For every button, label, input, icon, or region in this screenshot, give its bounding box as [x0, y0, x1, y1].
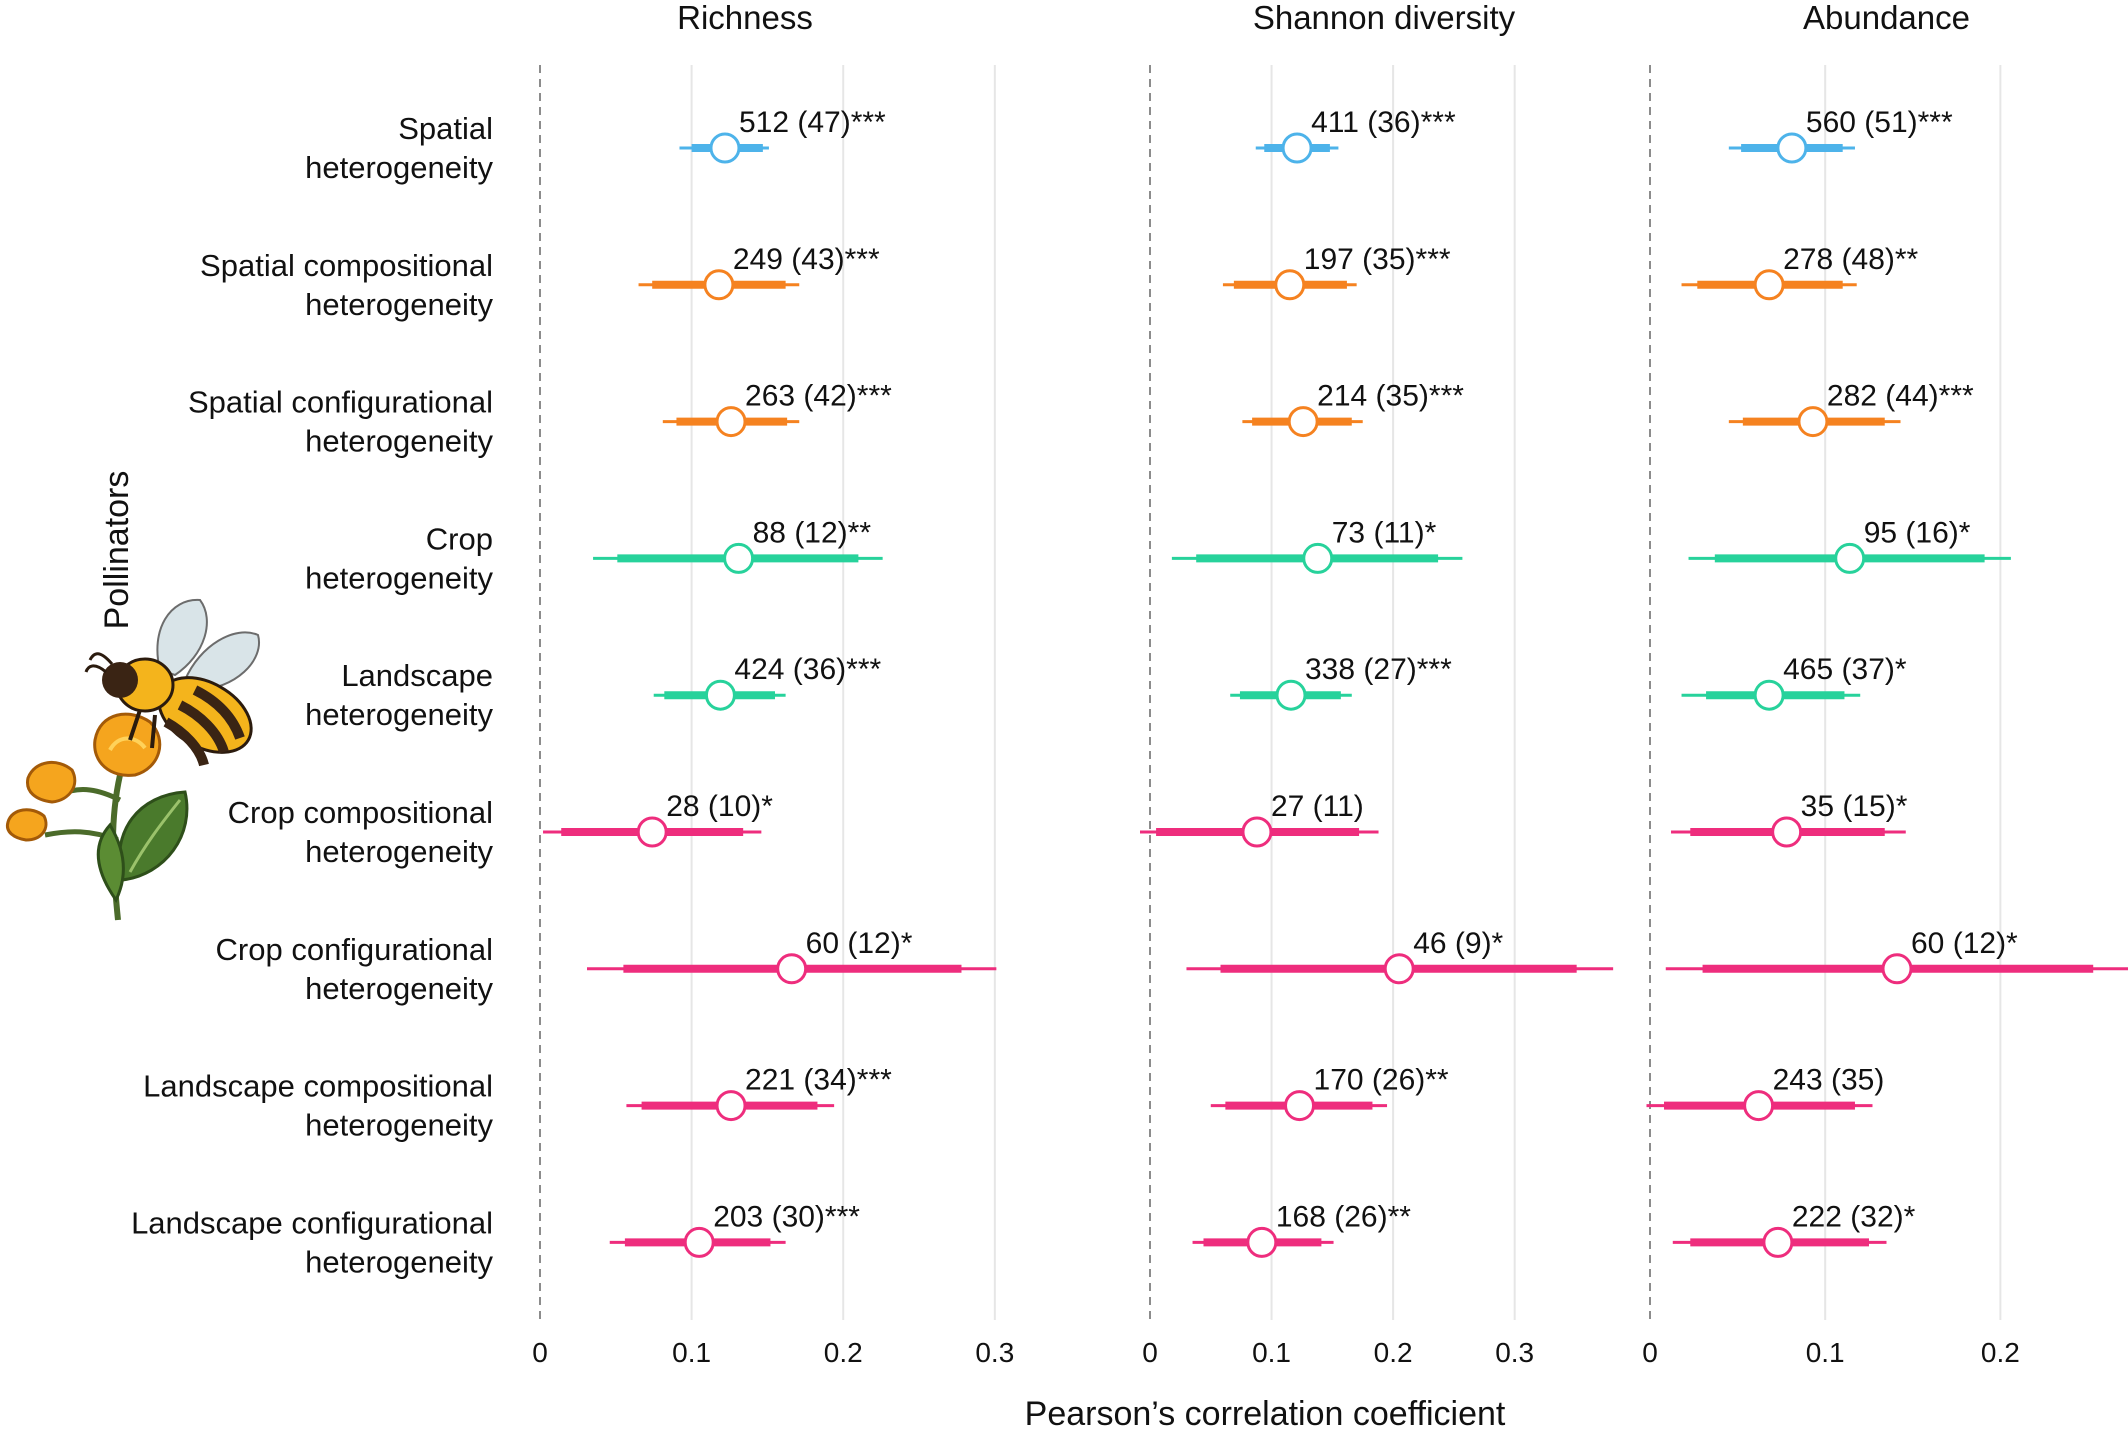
data-label-1-1: 197 (35)*** — [1304, 243, 1451, 276]
panel-title-1: Shannon diversity — [1253, 0, 1516, 36]
data-label-2-2: 282 (44)*** — [1827, 380, 1974, 413]
estimate-point-2-1 — [1753, 269, 1785, 301]
estimate-point-0-8 — [683, 1226, 715, 1258]
estimate-point-0-0 — [709, 132, 741, 164]
estimate-point-1-2 — [1287, 406, 1319, 438]
data-label-1-8: 168 (26)** — [1276, 1200, 1411, 1233]
estimate-point-0-3 — [723, 542, 755, 574]
data-label-0-0: 512 (47)*** — [739, 106, 886, 139]
estimate-point-2-4 — [1753, 679, 1785, 711]
data-label-2-6: 60 (12)* — [1911, 927, 2018, 960]
row-label-1: Spatial compositional — [200, 248, 493, 283]
row-label-8-line2: heterogeneity — [305, 1244, 493, 1279]
row-label-7: Landscape compositional — [143, 1069, 493, 1104]
estimate-point-0-1 — [703, 269, 735, 301]
row-label-4-line2: heterogeneity — [305, 697, 493, 732]
row-label-2: Spatial configurational — [188, 385, 493, 420]
panel-title-2: Abundance — [1803, 0, 1970, 36]
panel-title-0: Richness — [677, 0, 813, 36]
estimate-point-1-8 — [1246, 1226, 1278, 1258]
data-label-2-5: 35 (15)* — [1801, 790, 1908, 823]
data-label-0-3: 88 (12)** — [753, 516, 872, 549]
data-label-0-6: 60 (12)* — [806, 927, 913, 960]
estimate-point-1-5 — [1241, 816, 1273, 848]
grid-layer — [539, 65, 2002, 1320]
data-label-2-1: 278 (48)** — [1783, 243, 1918, 276]
data-label-0-4: 424 (36)*** — [734, 653, 881, 686]
y-axis-title: Pollinators — [98, 471, 136, 630]
data-label-2-7: 243 (35) — [1773, 1064, 1885, 1097]
data-label-2-8: 222 (32)* — [1792, 1200, 1916, 1233]
data-label-1-7: 170 (26)** — [1314, 1064, 1449, 1097]
row-label-0: Spatial — [398, 111, 493, 146]
tick-label-0-3: 0.3 — [975, 1337, 1014, 1368]
estimate-point-0-7 — [715, 1090, 747, 1122]
estimate-point-1-7 — [1284, 1090, 1316, 1122]
row-label-7-line2: heterogeneity — [305, 1108, 493, 1143]
bee-flower-illustration — [5, 598, 261, 921]
tick-label-1-3: 0.3 — [1495, 1337, 1534, 1368]
data-label-0-8: 203 (30)*** — [713, 1200, 860, 1233]
tick-label-1-1: 0.1 — [1252, 1337, 1291, 1368]
estimate-point-0-4 — [704, 679, 736, 711]
tick-label-1-2: 0.2 — [1374, 1337, 1413, 1368]
data-label-2-0: 560 (51)*** — [1806, 106, 1953, 139]
tick-label-1-0: 0 — [1142, 1337, 1158, 1368]
row-label-8: Landscape configurational — [131, 1205, 493, 1240]
estimate-point-2-6 — [1881, 953, 1913, 985]
estimate-point-2-8 — [1762, 1226, 1794, 1258]
estimate-point-0-2 — [715, 406, 747, 438]
data-label-1-5: 27 (11) — [1271, 790, 1364, 823]
data-label-2-3: 95 (16)* — [1864, 516, 1971, 549]
estimate-point-2-2 — [1797, 406, 1829, 438]
row-label-3-line2: heterogeneity — [305, 560, 493, 595]
data-label-0-7: 221 (34)*** — [745, 1064, 892, 1097]
data-label-1-0: 411 (36)*** — [1311, 106, 1456, 139]
row-label-5: Crop compositional — [228, 795, 493, 830]
estimate-point-2-5 — [1771, 816, 1803, 848]
data-label-2-4: 465 (37)* — [1783, 653, 1907, 686]
data-label-1-4: 338 (27)*** — [1305, 653, 1452, 686]
estimate-point-2-0 — [1776, 132, 1808, 164]
row-label-3: Crop — [426, 521, 493, 556]
estimate-point-1-0 — [1281, 132, 1313, 164]
tick-label-0-1: 0.1 — [672, 1337, 711, 1368]
data-label-1-2: 214 (35)*** — [1317, 380, 1464, 413]
marks-layer — [543, 132, 2128, 1258]
labels-layer: Spatial heterogeneity Spatial compositiona… — [98, 0, 2020, 1430]
data-label-1-3: 73 (11)* — [1332, 516, 1437, 549]
estimate-point-0-6 — [776, 953, 808, 985]
row-label-6-line2: heterogeneity — [305, 971, 493, 1006]
x-axis-title: Pearson’s correlation coefficient — [1025, 1395, 1506, 1430]
estimate-point-1-4 — [1275, 679, 1307, 711]
data-label-1-6: 46 (9)* — [1413, 927, 1503, 960]
tick-label-2-0: 0 — [1642, 1337, 1658, 1368]
data-label-0-2: 263 (42)*** — [745, 380, 892, 413]
estimate-point-2-7 — [1743, 1090, 1775, 1122]
estimate-point-1-6 — [1383, 953, 1415, 985]
row-label-0-line2: heterogeneity — [305, 150, 493, 185]
row-label-4: Landscape — [341, 658, 493, 693]
row-label-5-line2: heterogeneity — [305, 834, 493, 869]
tick-label-0-0: 0 — [532, 1337, 548, 1368]
row-label-6: Crop configurational — [216, 932, 493, 967]
tick-label-2-1: 0.1 — [1806, 1337, 1845, 1368]
data-label-0-1: 249 (43)*** — [733, 243, 880, 276]
estimate-point-1-1 — [1274, 269, 1306, 301]
row-label-2-line2: heterogeneity — [305, 424, 493, 459]
data-label-0-5: 28 (10)* — [666, 790, 773, 823]
row-label-1-line2: heterogeneity — [305, 287, 493, 322]
estimate-point-2-3 — [1834, 542, 1866, 574]
tick-label-0-2: 0.2 — [824, 1337, 863, 1368]
estimate-point-1-3 — [1302, 542, 1334, 574]
tick-label-2-2: 0.2 — [1981, 1337, 2020, 1368]
estimate-point-0-5 — [636, 816, 668, 848]
